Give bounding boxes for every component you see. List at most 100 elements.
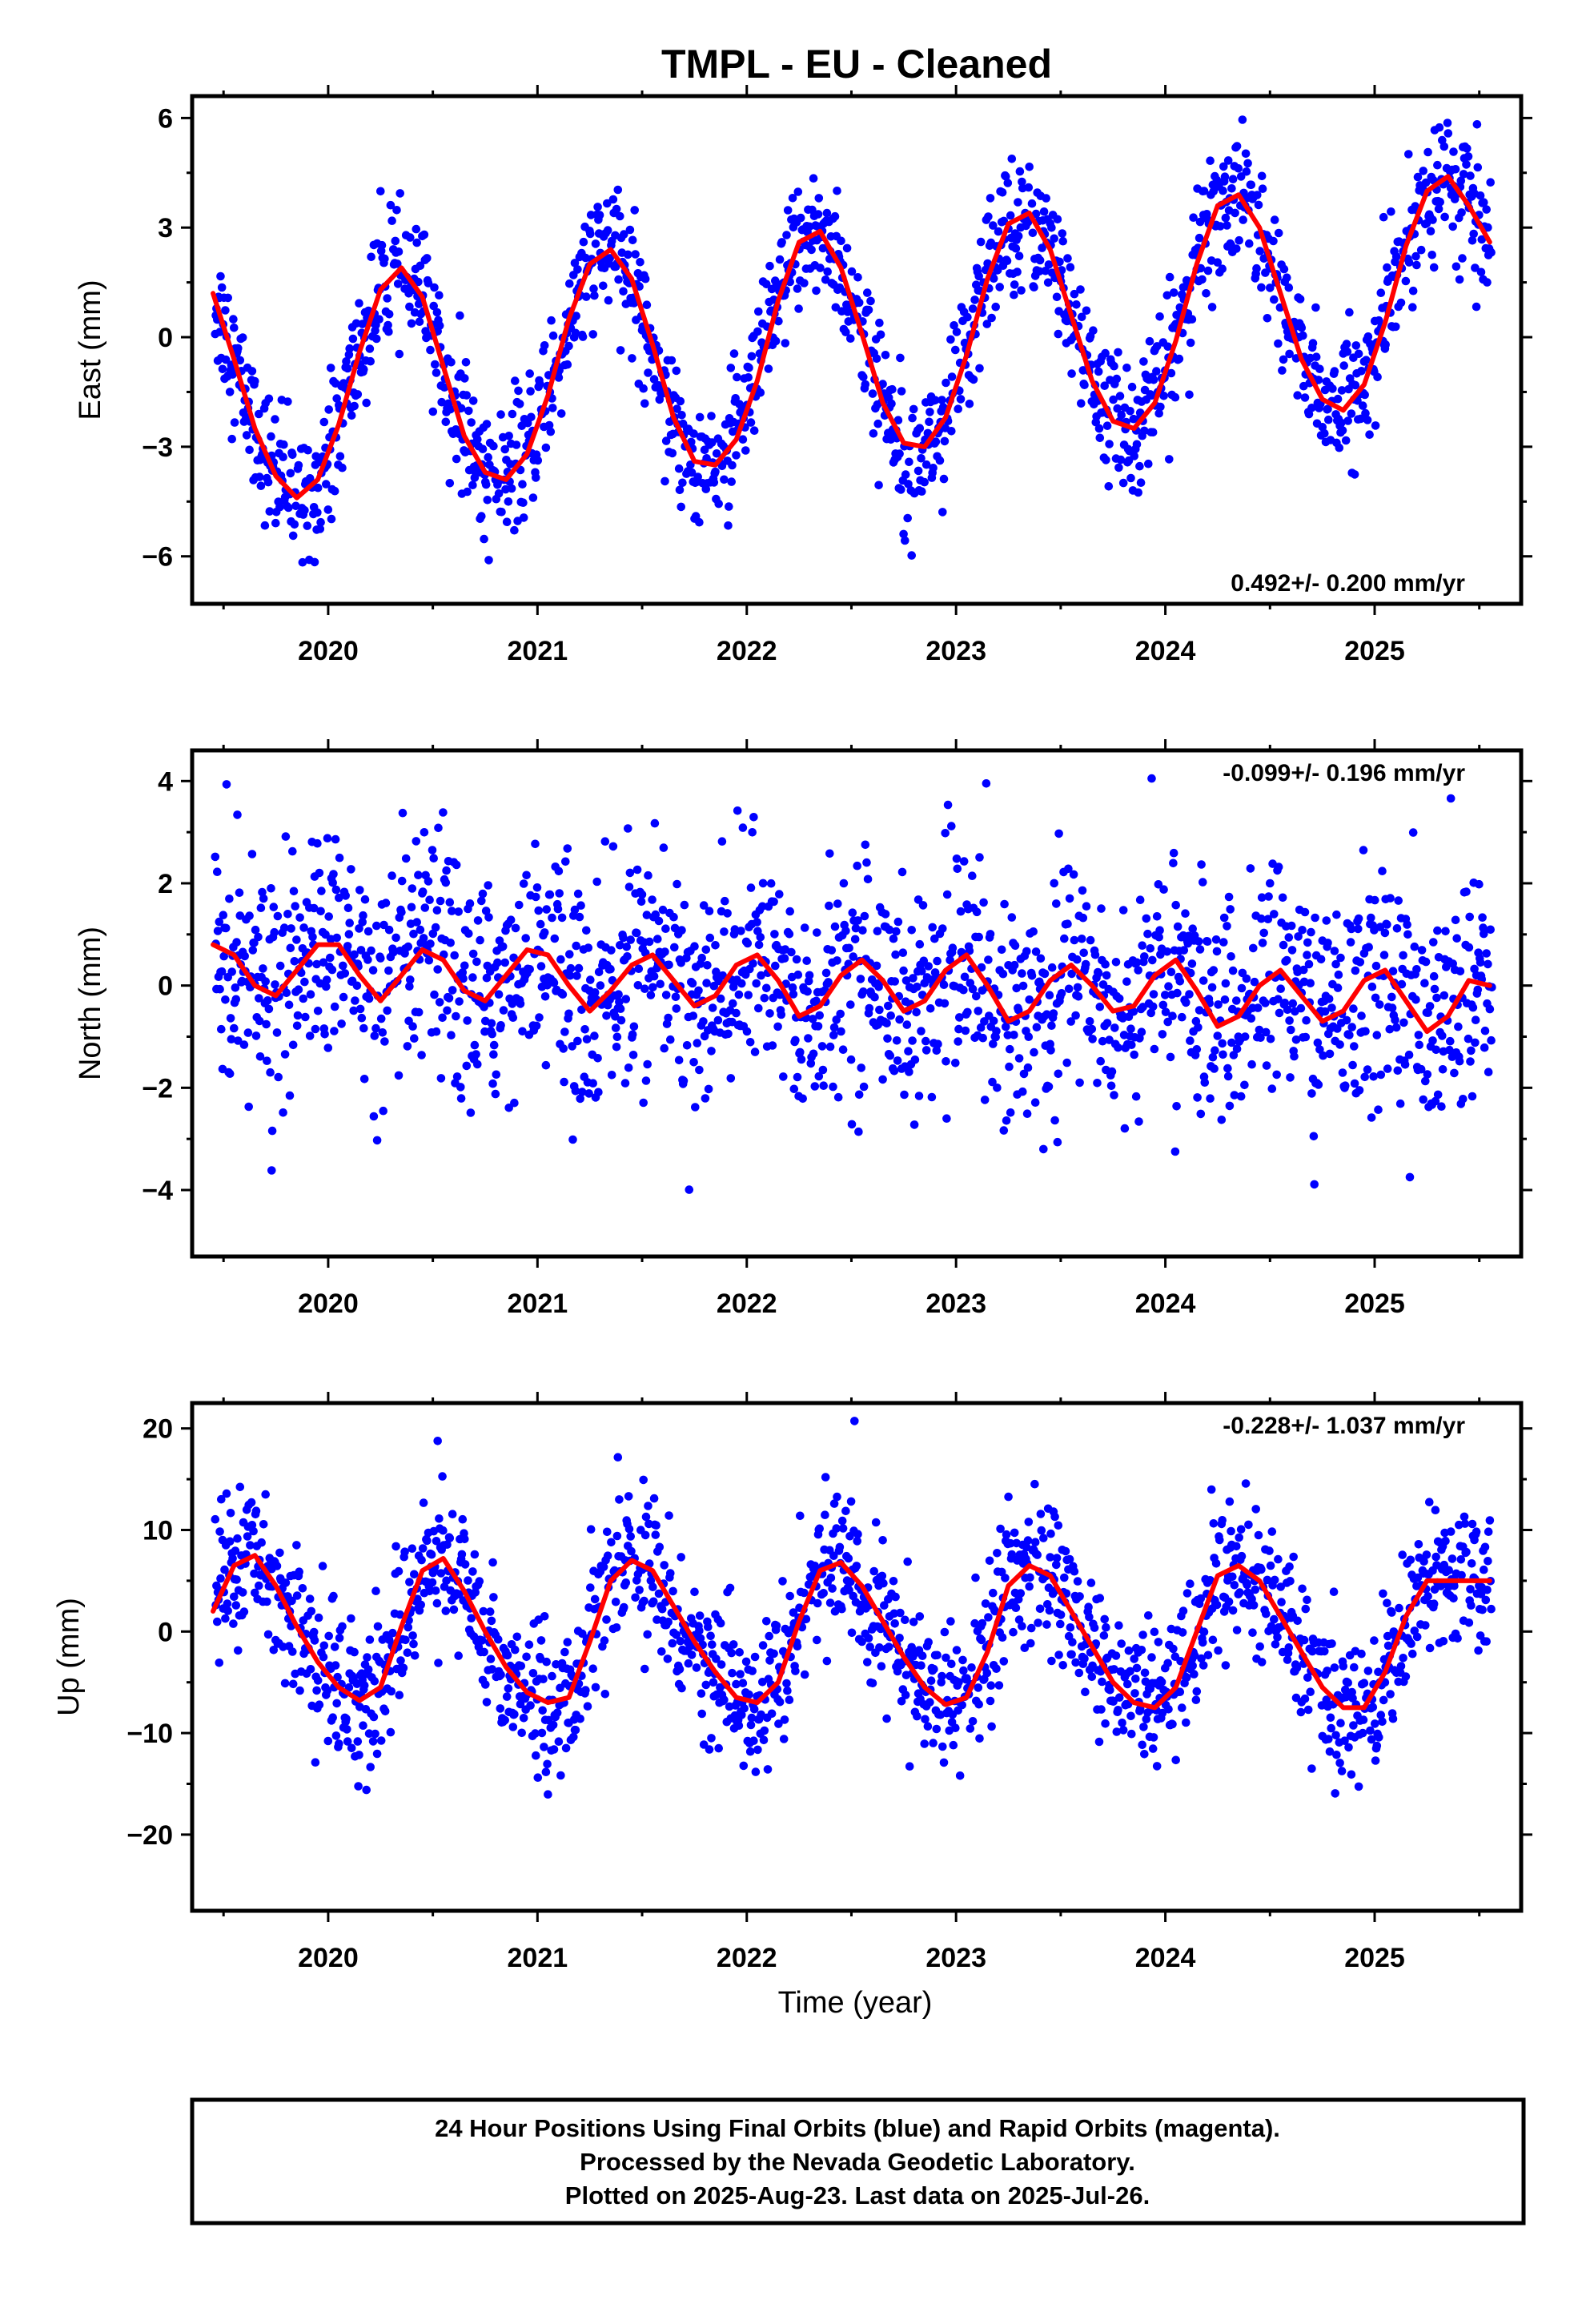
east-data-point (1126, 473, 1135, 483)
east-data-point (1270, 295, 1279, 304)
north-data-point (1450, 1068, 1459, 1078)
east-data-point (673, 404, 681, 413)
east-data-point (1115, 392, 1125, 400)
east-data-point (1421, 178, 1431, 187)
north-data-point (1073, 955, 1082, 964)
north-data-point (885, 1051, 895, 1060)
east-data-point (1232, 244, 1241, 253)
east-data-point (1337, 418, 1346, 428)
east-data-point (1170, 392, 1180, 402)
north-data-point (1473, 985, 1483, 995)
east-data-point (603, 199, 612, 208)
east-data-point (668, 448, 677, 458)
east-data-point (728, 460, 737, 470)
north-data-point (1471, 1038, 1480, 1047)
north-data-point (1164, 982, 1173, 991)
north-data-point (1075, 1078, 1084, 1088)
east-xtick-label: 2020 (298, 636, 359, 666)
up-data-point (211, 1514, 220, 1524)
up-data-point (1138, 1740, 1146, 1750)
north-data-point (1014, 1054, 1024, 1063)
north-data-point (1007, 913, 1017, 922)
north-data-point (1047, 963, 1057, 972)
east-data-point (238, 333, 247, 342)
east-data-point (1435, 197, 1444, 207)
north-data-point (646, 991, 656, 999)
east-data-point (589, 284, 598, 293)
north-data-point (350, 950, 359, 959)
east-data-point (842, 243, 852, 253)
north-data-point (270, 927, 279, 937)
up-data-point (1199, 1627, 1209, 1636)
north-data-point (861, 840, 870, 850)
north-data-point (998, 969, 1008, 979)
north-data-point (559, 1044, 568, 1053)
north-data-point (231, 983, 240, 992)
east-data-point (1050, 234, 1058, 243)
north-data-point (448, 986, 457, 995)
east-data-point (265, 507, 275, 516)
up-data-point (1330, 1663, 1339, 1672)
north-data-point (1296, 1003, 1306, 1013)
up-data-point (1267, 1527, 1277, 1536)
north-data-point (825, 849, 834, 858)
north-data-point (1347, 1023, 1356, 1031)
north-data-point (748, 828, 757, 837)
up-data-point (232, 1575, 241, 1584)
up-data-point (1262, 1609, 1271, 1618)
east-data-point (793, 284, 802, 293)
up-data-point (701, 1680, 711, 1690)
north-data-point (720, 927, 729, 936)
east-data-point (473, 435, 482, 444)
up-data-point (649, 1494, 659, 1503)
up-data-point (643, 1630, 652, 1639)
north-data-point (436, 1074, 446, 1083)
north-data-point (757, 971, 765, 980)
east-data-point (872, 354, 881, 364)
east-data-point (724, 521, 733, 530)
up-data-point (216, 1574, 225, 1583)
north-data-point (1195, 945, 1205, 954)
up-data-point (213, 1617, 222, 1626)
up-data-point (292, 1591, 302, 1600)
up-data-point (1061, 1546, 1070, 1556)
north-data-point (371, 1023, 380, 1033)
east-data-point (830, 211, 840, 221)
north-data-point (311, 1024, 320, 1034)
north-data-point (372, 1136, 382, 1145)
north-data-point (766, 879, 776, 888)
north-data-point (428, 846, 437, 854)
up-data-point (1186, 1579, 1195, 1588)
east-data-point (774, 316, 783, 326)
east-frame (190, 94, 1524, 606)
north-data-point (1415, 1040, 1423, 1050)
east-data-point (1458, 254, 1467, 263)
east-data-point (970, 296, 979, 304)
north-data-point (1350, 1042, 1359, 1051)
east-data-point (532, 473, 540, 482)
north-data-point (701, 1094, 710, 1103)
up-data-point (987, 1722, 996, 1731)
east-data-point (271, 518, 280, 528)
up-data-point (1102, 1622, 1110, 1632)
up-data-point (225, 1537, 235, 1546)
north-data-point (319, 958, 328, 967)
up-data-point (1336, 1719, 1345, 1727)
east-ytick-label: −6 (142, 542, 173, 573)
north-data-point (1226, 905, 1235, 914)
north-data-point (1399, 951, 1407, 960)
up-data-point (1075, 1592, 1084, 1601)
up-data-point (448, 1510, 457, 1518)
north-data-point (793, 1072, 802, 1082)
up-data-point (480, 1647, 488, 1657)
east-data-point (1408, 303, 1417, 312)
up-data-point (1148, 1744, 1158, 1753)
east-data-point (1333, 394, 1343, 404)
up-data-point (1332, 1751, 1341, 1759)
east-data-point (608, 195, 618, 204)
north-data-point (1486, 925, 1495, 935)
north-data-point (1232, 996, 1241, 1005)
up-data-point (728, 1668, 737, 1678)
east-data-point (1165, 455, 1174, 464)
